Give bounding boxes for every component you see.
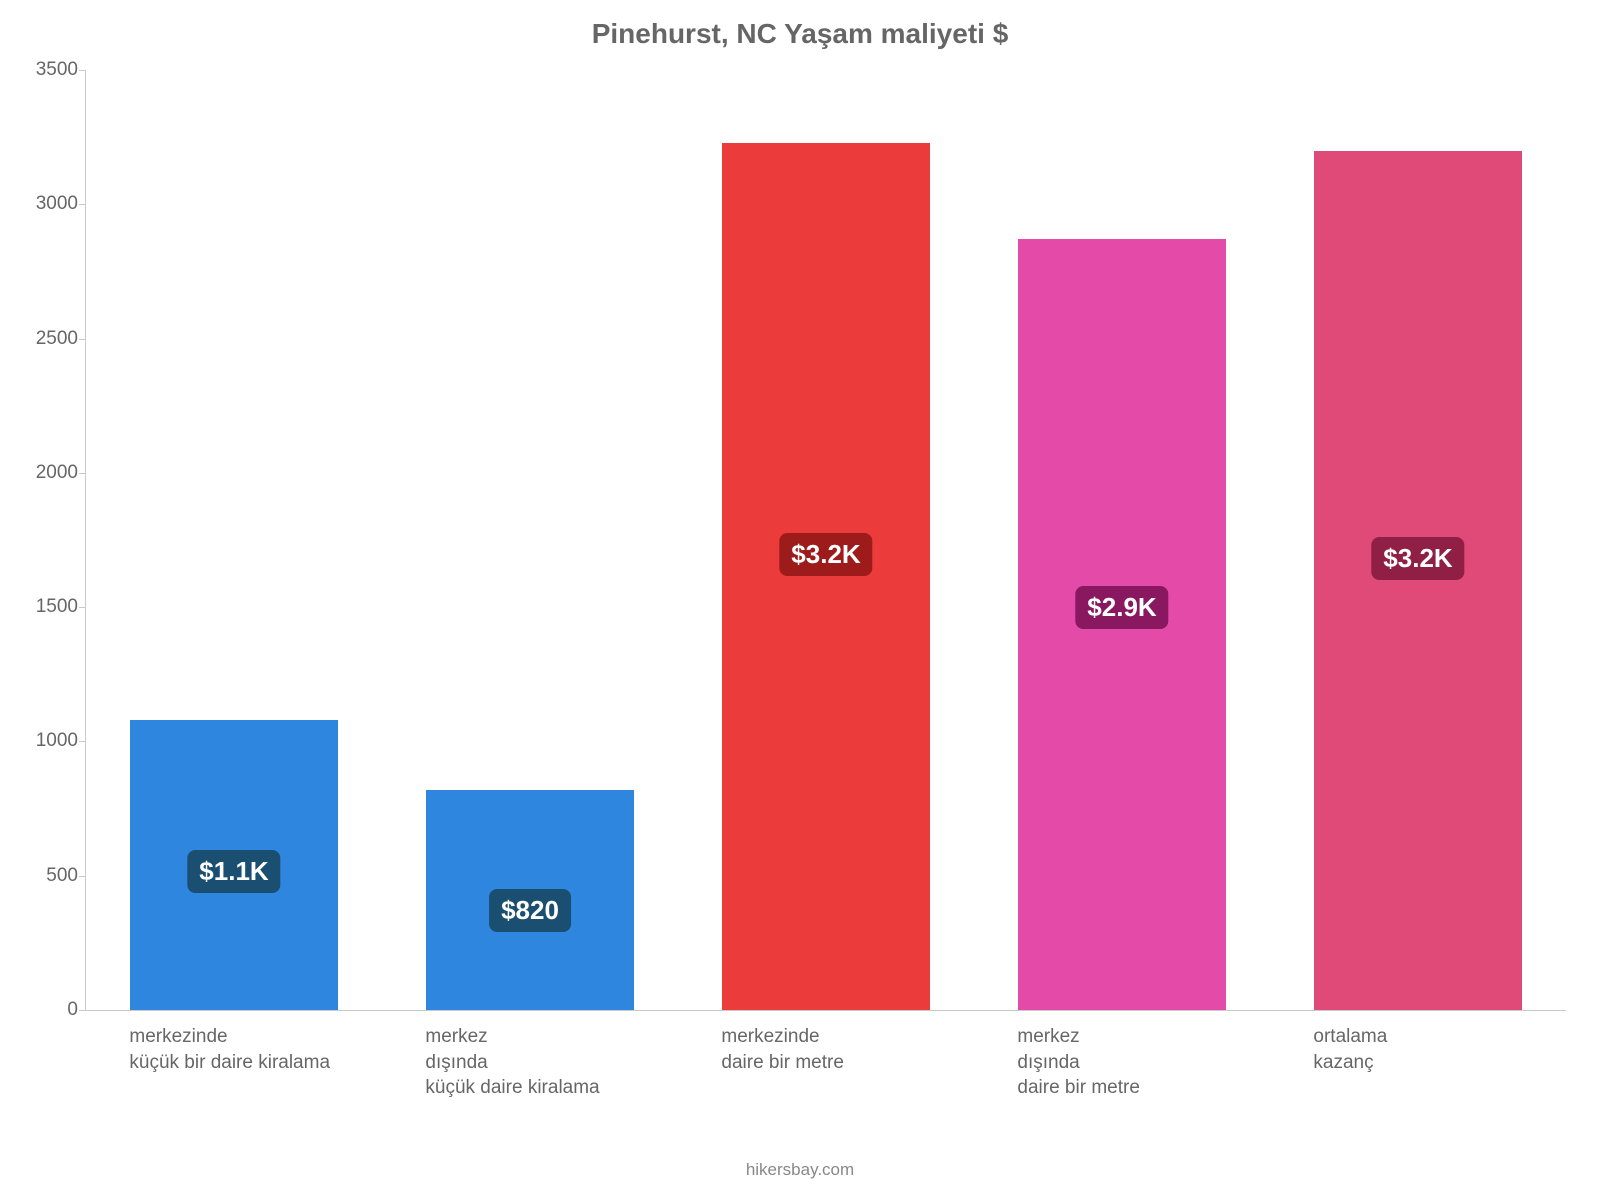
y-tick-mark [79, 741, 85, 742]
bar-value-label: $3.2K [1371, 537, 1464, 580]
chart-title: Pinehurst, NC Yaşam maliyeti $ [0, 18, 1600, 50]
y-tick-label: 1500 [0, 596, 78, 618]
x-axis-label: merkez dışında küçük daire kiralama [425, 1024, 672, 1101]
y-tick-mark [79, 876, 85, 877]
bar [722, 143, 929, 1010]
y-tick-label: 2000 [0, 462, 78, 484]
y-tick-label: 500 [0, 865, 78, 887]
y-tick-mark [79, 339, 85, 340]
y-tick-label: 3500 [0, 59, 78, 81]
attribution-text: hikersbay.com [0, 1160, 1600, 1180]
chart-stage: Pinehurst, NC Yaşam maliyeti $ $1.1K $820… [0, 0, 1600, 1200]
y-tick-mark [79, 473, 85, 474]
y-tick-mark [79, 1010, 85, 1011]
y-tick-mark [79, 204, 85, 205]
y-tick-mark [79, 70, 85, 71]
x-axis-label: merkezinde daire bir metre [721, 1024, 968, 1075]
bar-value-label: $3.2K [779, 533, 872, 576]
y-tick-mark [79, 607, 85, 608]
x-axis-label: merkez dışında daire bir metre [1017, 1024, 1264, 1101]
bar-value-label: $820 [489, 889, 571, 932]
y-tick-label: 2500 [0, 328, 78, 350]
x-axis-label: merkezinde küçük bir daire kiralama [129, 1024, 376, 1075]
y-tick-label: 3000 [0, 193, 78, 215]
plot-area: $1.1K $820 $3.2K $2.9K $3.2K [85, 70, 1566, 1011]
bar-value-label: $1.1K [187, 850, 280, 893]
x-axis-label: ortalama kazanç [1313, 1024, 1560, 1075]
bar-value-label: $2.9K [1075, 586, 1168, 629]
y-tick-label: 1000 [0, 730, 78, 752]
y-tick-label: 0 [0, 999, 78, 1021]
